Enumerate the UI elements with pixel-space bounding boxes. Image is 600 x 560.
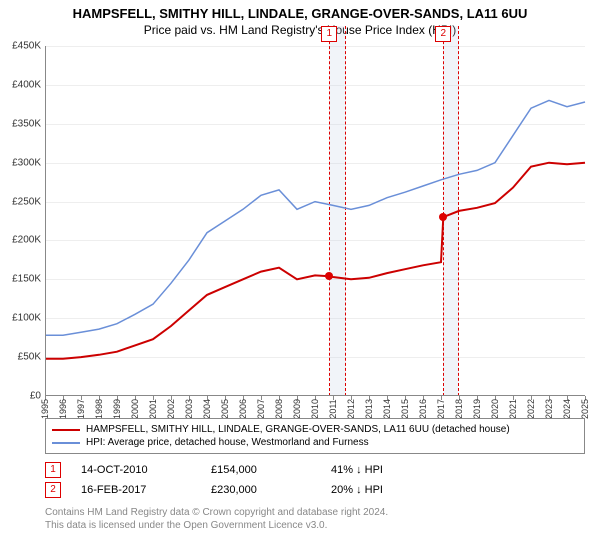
x-axis-label: 2010: [310, 399, 320, 419]
marker-badge: 1: [45, 462, 61, 478]
marker-badge: 2: [435, 26, 451, 42]
txn-date: 14-OCT-2010: [81, 464, 211, 476]
legend-swatch: [52, 429, 80, 431]
y-axis-label: £50K: [1, 352, 41, 363]
txn-diff: 20% ↓ HPI: [331, 484, 451, 496]
x-axis-label: 2001: [148, 399, 158, 419]
x-axis-label: 2023: [544, 399, 554, 419]
footer-line: Contains HM Land Registry data © Crown c…: [45, 506, 585, 519]
legend-swatch: [52, 442, 80, 444]
chart-container: HAMPSFELL, SMITHY HILL, LINDALE, GRANGE-…: [0, 0, 600, 560]
x-axis-label: 2020: [490, 399, 500, 419]
marker-badge: 1: [321, 26, 337, 42]
y-axis-label: £150K: [1, 274, 41, 285]
x-axis-label: 1999: [112, 399, 122, 419]
x-axis-label: 1996: [58, 399, 68, 419]
txn-price: £154,000: [211, 464, 331, 476]
x-axis-label: 1998: [94, 399, 104, 419]
txn-date: 16-FEB-2017: [81, 484, 211, 496]
x-axis-label: 2006: [238, 399, 248, 419]
x-axis-label: 2017: [436, 399, 446, 419]
y-axis-label: £350K: [1, 118, 41, 129]
x-axis-label: 2011: [328, 399, 338, 418]
y-axis-label: £300K: [1, 157, 41, 168]
txn-diff: 41% ↓ HPI: [331, 464, 451, 476]
x-axis-label: 2013: [364, 399, 374, 419]
y-axis-label: £250K: [1, 196, 41, 207]
plot-area: 12 £0£50K£100K£150K£200K£250K£300K£350K£…: [45, 46, 585, 396]
chart-subtitle: Price paid vs. HM Land Registry's House …: [0, 21, 600, 37]
y-axis-label: £200K: [1, 235, 41, 246]
legend-label: HPI: Average price, detached house, West…: [86, 437, 369, 448]
y-axis-label: £450K: [1, 41, 41, 52]
x-axis-label: 2004: [202, 399, 212, 419]
footer: Contains HM Land Registry data © Crown c…: [45, 506, 585, 532]
x-axis-label: 2009: [292, 399, 302, 419]
table-row: 1 14-OCT-2010 £154,000 41% ↓ HPI: [45, 460, 585, 480]
marker-badge: 2: [45, 482, 61, 498]
x-axis-label: 1997: [76, 399, 86, 419]
x-axis-label: 2007: [256, 399, 266, 419]
x-axis-label: 2015: [400, 399, 410, 419]
x-axis-label: 1995: [40, 399, 50, 419]
x-axis-label: 2014: [382, 399, 392, 419]
y-axis-label: £400K: [1, 79, 41, 90]
x-axis-label: 2025: [580, 399, 590, 419]
transactions-table: 1 14-OCT-2010 £154,000 41% ↓ HPI 2 16-FE…: [45, 460, 585, 500]
x-axis-label: 2018: [454, 399, 464, 419]
footer-line: This data is licensed under the Open Gov…: [45, 519, 585, 532]
x-axis-label: 2019: [472, 399, 482, 419]
y-axis-label: £0: [1, 391, 41, 402]
x-axis-label: 2021: [508, 399, 518, 419]
x-axis-label: 2012: [346, 399, 356, 419]
legend-item: HPI: Average price, detached house, West…: [52, 436, 578, 449]
x-axis-label: 2005: [220, 399, 230, 419]
x-axis-label: 2003: [184, 399, 194, 419]
txn-price: £230,000: [211, 484, 331, 496]
x-axis-label: 2008: [274, 399, 284, 419]
x-axis-label: 2016: [418, 399, 428, 419]
x-axis-label: 2002: [166, 399, 176, 419]
legend-item: HAMPSFELL, SMITHY HILL, LINDALE, GRANGE-…: [52, 423, 578, 436]
x-axis-label: 2022: [526, 399, 536, 419]
y-axis-label: £100K: [1, 313, 41, 324]
legend-label: HAMPSFELL, SMITHY HILL, LINDALE, GRANGE-…: [86, 424, 510, 435]
x-axis-label: 2000: [130, 399, 140, 419]
chart-title: HAMPSFELL, SMITHY HILL, LINDALE, GRANGE-…: [0, 0, 600, 21]
legend: HAMPSFELL, SMITHY HILL, LINDALE, GRANGE-…: [45, 418, 585, 454]
table-row: 2 16-FEB-2017 £230,000 20% ↓ HPI: [45, 480, 585, 500]
x-axis-label: 2024: [562, 399, 572, 419]
